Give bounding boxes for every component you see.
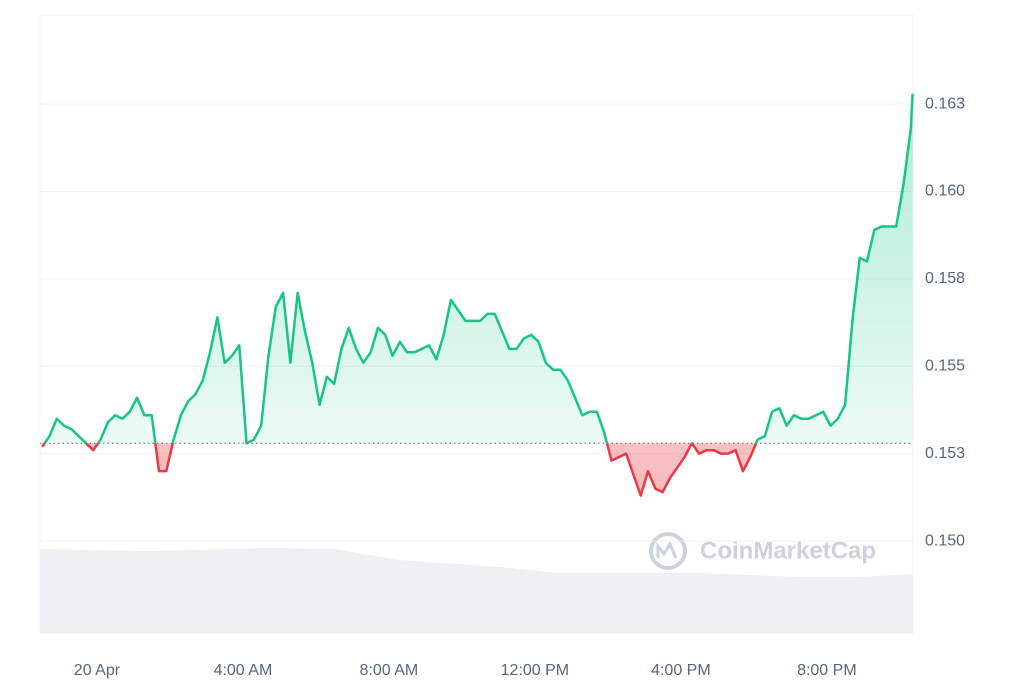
area-above	[44, 93, 913, 444]
y-tick-label: 0.150	[925, 532, 965, 549]
y-tick-label: 0.153	[925, 445, 965, 462]
y-tick-label: 0.158	[925, 270, 965, 287]
price-line	[43, 93, 914, 444]
x-tick-label: 12:00 PM	[501, 662, 569, 679]
x-tick-label: 4:00 PM	[651, 662, 711, 679]
y-tick-label: 0.155	[925, 358, 965, 375]
watermark-text: CoinMarketCap	[700, 537, 876, 564]
plot-layer: 0.150 0.153 0.155 0.158 0.160 0.163 20 Apr 4:00…	[40, 93, 965, 679]
x-tick-label: 8:00 PM	[797, 662, 857, 679]
y-tick-label: 0.160	[925, 183, 965, 200]
x-tick-label: 20 Apr	[74, 662, 121, 679]
x-tick-label: 8:00 AM	[360, 662, 419, 679]
y-tick-label: 0.163	[925, 95, 965, 112]
volume-area	[40, 548, 913, 633]
x-tick-label: 4:00 AM	[214, 662, 273, 679]
watermark: CoinMarketCap	[649, 532, 876, 570]
